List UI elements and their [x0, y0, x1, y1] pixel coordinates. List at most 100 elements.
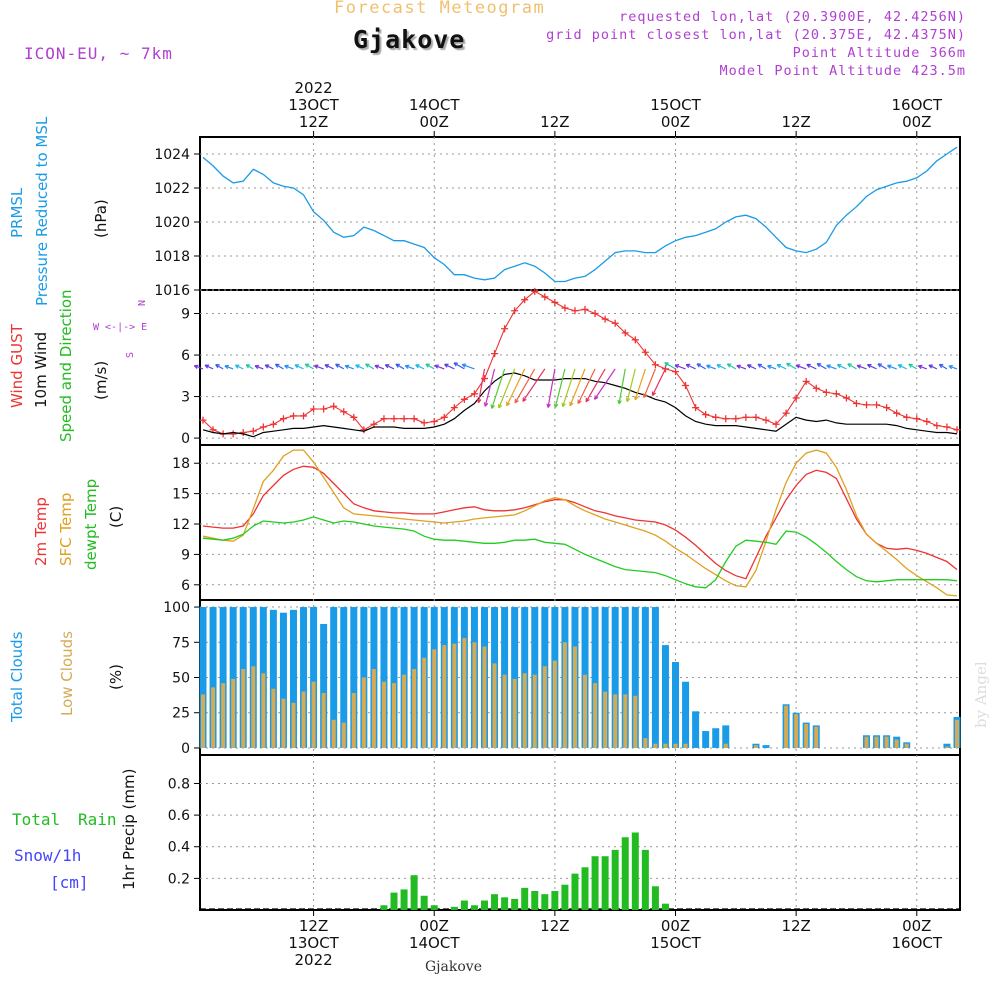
wind-direction-arrowhead: [335, 363, 340, 368]
wind-direction-arrowhead: [642, 393, 648, 398]
low-cloud-bar: [673, 743, 678, 748]
watermark: by Angel: [972, 661, 990, 728]
wind-direction-arrowhead: [674, 364, 680, 369]
wind-direction-arrowhead: [234, 364, 240, 369]
wind-titles: Wind GUST 10m Wind Speed and Direction (…: [8, 289, 110, 442]
gust-marker: [852, 399, 860, 407]
y-tick-label: 12: [172, 517, 190, 533]
compass-north: N: [135, 300, 146, 306]
pressure-panel: 1016 1018 1020 1022 1024: [154, 146, 960, 299]
wind-speed-line: [202, 372, 958, 438]
gust-marker: [742, 413, 750, 421]
wind-direction-arrowhead: [664, 362, 669, 367]
gust-marker: [340, 408, 348, 416]
wind-direction-arrow: [224, 365, 234, 370]
rain-bar: [531, 891, 539, 910]
gust-marker: [802, 377, 810, 385]
bottom-time-label: 12Z: [540, 917, 569, 935]
wind-10m-title: 10m Wind: [32, 332, 50, 408]
temperature-panel: 6 9 12 15 18: [172, 449, 960, 597]
wind-direction-arrow: [547, 368, 556, 408]
gust-marker: [682, 381, 690, 389]
model-label: ICON-EU, ~ 7km: [24, 44, 173, 63]
wind-direction-arrow: [415, 364, 425, 370]
gust-marker: [913, 415, 921, 423]
wind-direction-arrow: [506, 368, 526, 406]
gust-marker: [601, 315, 609, 323]
wind-direction-arrow: [786, 362, 797, 370]
wind-direction-arrowhead: [577, 399, 582, 405]
low-cloud-bar: [643, 738, 648, 748]
total-cloud-bar: [380, 607, 388, 748]
total-cloud-bar: [692, 711, 700, 748]
rain-bar: [501, 897, 509, 910]
low-cloud-bar: [432, 649, 437, 748]
gust-marker: [863, 401, 871, 409]
rain-bar: [400, 889, 408, 910]
wind-direction-arrowhead: [696, 363, 702, 368]
wind-direction-arrowhead: [816, 362, 822, 368]
wind-direction-arrow: [344, 365, 355, 370]
wind-direction-arrow: [908, 363, 918, 370]
low-cloud-bar: [392, 683, 397, 748]
bottom-time-label: 12Z: [299, 917, 328, 935]
bottom-time-label: 15OCT: [650, 934, 701, 952]
wind-direction-arrow: [594, 368, 616, 400]
wind-direction-arrowhead: [685, 363, 691, 368]
gust-marker: [531, 287, 539, 295]
wind-direction-arrowhead: [324, 364, 330, 369]
wind-direction-arrow: [928, 364, 938, 370]
wind-direction-arrow: [856, 364, 867, 370]
top-time-label: 16OCT: [892, 96, 943, 114]
total-cloud-bar: [621, 607, 629, 748]
cloud-titles: Total Clouds Low Clouds (%): [8, 631, 125, 723]
y-tick-label: 50: [172, 671, 190, 687]
gust-marker: [279, 415, 287, 423]
wind-direction-arrowhead: [434, 364, 439, 369]
wind-direction-arrowhead: [634, 395, 639, 401]
low-cloud-bar: [904, 743, 909, 748]
wind-direction-arrowhead: [826, 364, 831, 369]
gust-marker: [702, 411, 710, 419]
gust-marker: [943, 423, 951, 431]
wind-direction-title: Speed and Direction: [57, 289, 75, 442]
wind-direction-arrowhead: [928, 364, 933, 369]
wind-direction-arrowhead: [795, 364, 801, 369]
precip-panel: 0.2 0.4 0.6 0.8: [168, 776, 960, 910]
low-cloud-bar: [311, 681, 316, 748]
wind-direction-arrowhead: [617, 399, 622, 405]
wind-direction-arrowhead: [245, 364, 251, 369]
low-cloud-bar: [683, 743, 688, 748]
total-cloud-bar: [209, 607, 217, 748]
gust-marker: [953, 426, 961, 434]
wind-direction-arrowhead: [767, 364, 772, 370]
wind-direction-arrowhead: [836, 364, 842, 369]
wind-direction-arrowhead: [856, 364, 862, 369]
gust-marker: [792, 394, 800, 402]
total-cloud-bar: [641, 607, 649, 748]
gust-marker: [259, 423, 267, 431]
gust-marker: [672, 368, 680, 376]
gust-marker: [611, 319, 619, 327]
wind-direction-arrow: [757, 363, 767, 370]
low-cloud-bar: [784, 705, 789, 748]
gust-marker: [712, 413, 720, 421]
wind-direction-arrowhead: [404, 364, 410, 369]
top-time-label: 12Z: [299, 113, 328, 131]
gust-marker: [380, 415, 388, 423]
low-cloud-bar: [593, 683, 598, 748]
wind-direction-arrow: [562, 368, 576, 407]
gust-marker: [289, 412, 297, 420]
low-cloud-bar: [794, 714, 799, 748]
bottom-time-label: 00Z: [902, 917, 931, 935]
low-cloud-bar: [653, 743, 658, 748]
wind-direction-arrow: [626, 368, 636, 402]
wind-direction-arrowhead: [304, 363, 310, 368]
wind-direction-arrowhead: [746, 364, 752, 369]
bottom-time-label: 00Z: [661, 917, 690, 935]
wind-direction-arrow: [651, 368, 666, 396]
low-cloud-bar: [361, 677, 366, 748]
total-cloud-bar: [661, 645, 669, 748]
wind-direction-arrowhead: [736, 364, 741, 369]
